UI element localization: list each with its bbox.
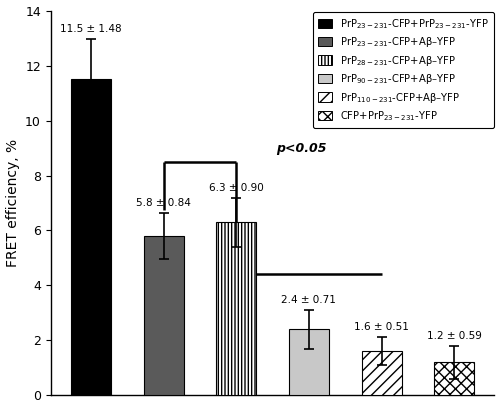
Bar	[71, 79, 111, 396]
Text: p<0.05: p<0.05	[276, 142, 326, 155]
Bar	[216, 222, 256, 396]
Text: 2.4 ± 0.71: 2.4 ± 0.71	[282, 295, 337, 305]
Text: 1.6 ± 0.51: 1.6 ± 0.51	[354, 322, 409, 333]
Text: 1.2 ± 0.59: 1.2 ± 0.59	[427, 331, 482, 341]
Legend: PrP$_{23-231}$-CFP+PrP$_{23-231}$-YFP, PrP$_{23-231}$-CFP+Aβ–YFP, PrP$_{28-231}$: PrP$_{23-231}$-CFP+PrP$_{23-231}$-YFP, P…	[313, 12, 494, 128]
Text: 5.8 ± 0.84: 5.8 ± 0.84	[136, 198, 191, 208]
Bar	[144, 236, 184, 396]
Bar	[289, 330, 329, 396]
Text: 11.5 ± 1.48: 11.5 ± 1.48	[60, 24, 122, 34]
Bar	[362, 351, 402, 396]
Bar	[434, 362, 474, 396]
Text: 6.3 ± 0.90: 6.3 ± 0.90	[209, 182, 264, 193]
Y-axis label: FRET efficiency, %: FRET efficiency, %	[6, 139, 20, 267]
